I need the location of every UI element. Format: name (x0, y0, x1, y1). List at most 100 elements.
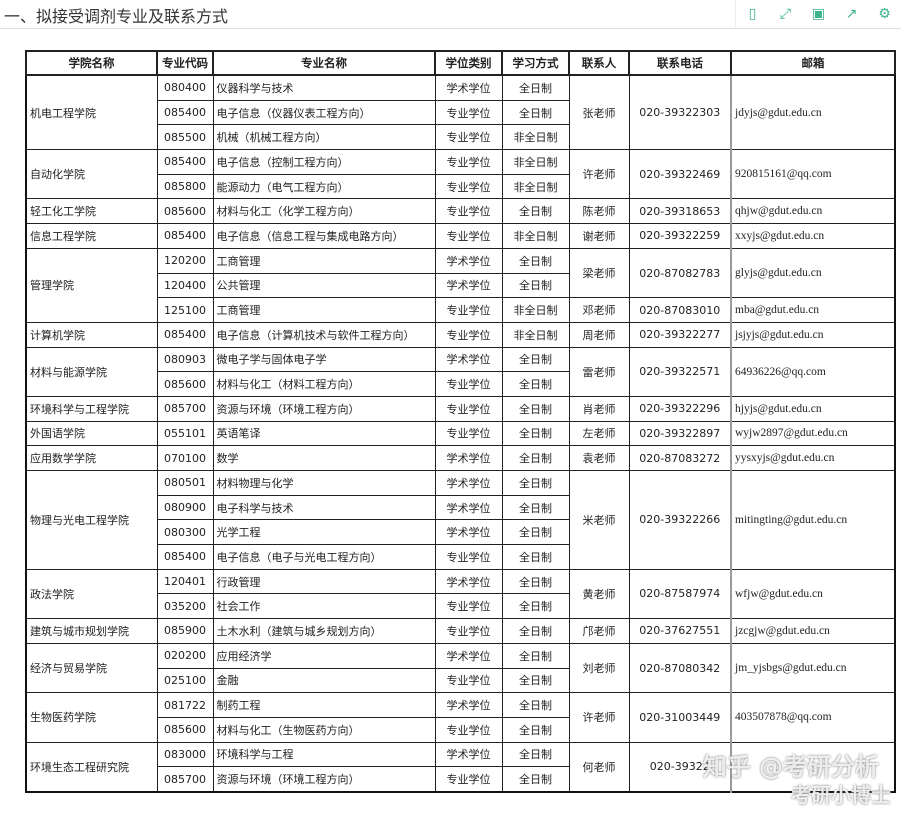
major-name: 资源与环境（环境工程方向） (212, 395, 436, 422)
degree-type: 学术学位 (434, 692, 503, 718)
contact-phone: 020-87083010 (628, 297, 732, 323)
degree-type: 专业学位 (434, 198, 503, 225)
major-name: 电子信息（仪器仪表工程方向） (212, 99, 436, 126)
degree-type: 专业学位 (434, 618, 503, 644)
major-name: 电子信息（电子与光电工程方向） (212, 544, 436, 570)
table-row: 085400 电子信息（电子与光电工程方向） 专业学位 全日制 (26, 544, 895, 570)
contact-phone: 020-39322469 (628, 149, 732, 200)
college-name: 应用数学学院 (25, 445, 158, 471)
major-name: 英语笔译 (212, 420, 436, 447)
major-name: 材料与化工（生物医药方向） (212, 716, 436, 743)
degree-type: 专业学位 (434, 544, 503, 570)
major-code: 025100 (156, 667, 214, 694)
contact-email: mitingting@gdut.edu.cn (730, 470, 896, 570)
college-name: 轻工化工学院 (25, 198, 158, 225)
college-name: 经济与贸易学院 (25, 642, 158, 694)
study-mode: 全日制 (501, 420, 570, 447)
share-icon[interactable]: ↗ (845, 6, 858, 22)
table-row: 080300 光学工程 学术学位 全日制 (26, 519, 895, 546)
table-row: 建筑与城市规划学院 085900 土木水利（建筑与城乡规划方向） 专业学位 全日制 邝老师… (25, 618, 896, 644)
major-name: 材料物理与化学 (212, 470, 436, 496)
degree-type: 学术学位 (434, 741, 503, 768)
contact-email: 920815161@qq.com (730, 149, 896, 200)
study-mode: 非全日制 (501, 149, 570, 175)
contact-phone: 020-31003449 (628, 692, 732, 743)
fullscreen-icon[interactable]: ⤢ (779, 6, 792, 22)
contact-phone: 020-39322571 (628, 346, 732, 397)
study-mode: 非全日制 (501, 173, 570, 200)
watermark: 知乎 @考研分析 (702, 753, 879, 781)
contact-email: mba@gdut.edu.cn (730, 297, 896, 323)
major-name: 数学 (212, 445, 436, 471)
column-header: 学习方式 (501, 50, 570, 76)
table-row: 生物医药学院 081722 制药工程 学术学位 全日制 许老师 020-31003449 40… (25, 692, 896, 743)
study-mode: 全日制 (501, 618, 570, 644)
major-code: 080903 (156, 346, 214, 373)
degree-type: 专业学位 (434, 716, 503, 743)
contact-name: 许老师 (568, 149, 630, 200)
major-code: 120400 (156, 272, 214, 299)
degree-type: 学术学位 (434, 346, 503, 373)
contact-email: wfjw@gdut.edu.cn (730, 568, 896, 620)
contact-email: 403507878@qq.com (730, 692, 896, 743)
college-name: 生物医药学院 (25, 692, 158, 743)
degree-type: 专业学位 (434, 99, 503, 126)
major-code: 085700 (156, 395, 214, 422)
toolbar: ▯ ⤢ ▣ ↗ ⚙ (735, 0, 901, 28)
college-name: 环境生态工程研究院 (25, 741, 158, 793)
table-row: 经济与贸易学院 020200 应用经济学 学术学位 全日制 刘老师 020-87080342… (25, 642, 896, 694)
contact-name: 左老师 (568, 420, 630, 447)
major-name: 材料与化工（化学工程方向） (212, 198, 436, 225)
major-name: 工商管理 (212, 297, 436, 323)
contact-phone: 020-87082783 (628, 247, 732, 299)
study-mode: 全日制 (501, 247, 570, 274)
major-code: 083000 (156, 741, 214, 768)
table-row: 应用数学学院 070100 数学 学术学位 全日制 袁老师 020-87083272 yysx… (25, 445, 896, 471)
major-name: 电子信息（控制工程方向） (212, 149, 436, 175)
contact-email: glyjs@gdut.edu.cn (730, 247, 896, 299)
table-row: 085400 电子信息（仪器仪表工程方向） 专业学位 全日制 (26, 99, 895, 126)
table-row: 材料与能源学院 080903 微电子学与固体电子学 学术学位 全日制 雷老师 020-393… (25, 346, 896, 397)
major-name: 机械（机械工程方向） (212, 124, 436, 151)
major-name: 环境科学与工程 (212, 741, 436, 768)
major-code: 120200 (156, 247, 214, 274)
contact-phone: 020-39322 (628, 741, 732, 793)
table-row: 自动化学院 085400 电子信息（控制工程方向） 专业学位 非全日制 许老师 020-39… (25, 149, 896, 200)
save-icon[interactable]: ▣ (811, 6, 826, 22)
contact-email: jzcgjw@gdut.edu.cn (730, 618, 896, 644)
major-name: 材料与化工（材料工程方向） (212, 371, 436, 397)
study-mode: 全日制 (501, 716, 570, 743)
contact-email: xxyjs@gdut.edu.cn (730, 223, 896, 249)
study-mode: 全日制 (501, 470, 570, 496)
contact-email: qhjw@gdut.edu.cn (730, 198, 896, 225)
college-name: 建筑与城市规划学院 (25, 618, 158, 644)
gear-icon[interactable]: ⚙ (878, 6, 891, 22)
college-name: 环境科学与工程学院 (25, 395, 158, 422)
study-mode: 全日制 (501, 445, 570, 471)
major-name: 能源动力（电气工程方向） (212, 173, 436, 200)
mobile-icon[interactable]: ▯ (748, 6, 757, 22)
major-name: 电子信息（信息工程与集成电路方向） (212, 223, 436, 249)
degree-type: 专业学位 (434, 420, 503, 447)
degree-type: 学术学位 (434, 494, 503, 521)
study-mode: 非全日制 (501, 321, 570, 348)
column-header: 联系电话 (628, 50, 732, 76)
table-row: 环境生态工程研究院 083000 环境科学与工程 学术学位 全日制 何老师 020-3932… (25, 741, 896, 793)
major-name: 工商管理 (212, 247, 436, 274)
study-mode: 全日制 (501, 642, 570, 669)
degree-type: 专业学位 (434, 395, 503, 422)
major-code: 125100 (156, 297, 214, 323)
study-mode: 全日制 (501, 346, 570, 373)
contact-name: 何老师 (568, 741, 630, 793)
study-mode: 全日制 (501, 568, 570, 595)
table-row: 轻工化工学院 085600 材料与化工（化学工程方向） 专业学位 全日制 陈老师 020-3… (25, 198, 896, 225)
major-name: 电子科学与技术 (212, 494, 436, 521)
table-row: 125100 工商管理 专业学位 非全日制 邓老师 020-87083010 mba@gdu… (26, 297, 896, 323)
table-row: 管理学院 120200 工商管理 学术学位 全日制 梁老师 020-87082783 glyj… (25, 247, 896, 323)
contact-email: yysxyjs@gdut.edu.cn (730, 445, 896, 471)
table-header: 学院名称 专业代码 专业名称 学位类别 学习方式 联系人 联系电话 邮箱 (25, 50, 896, 76)
major-code: 085400 (156, 223, 214, 249)
study-mode: 非全日制 (501, 297, 570, 323)
degree-type: 学术学位 (434, 568, 503, 595)
major-code: 085400 (156, 544, 214, 570)
